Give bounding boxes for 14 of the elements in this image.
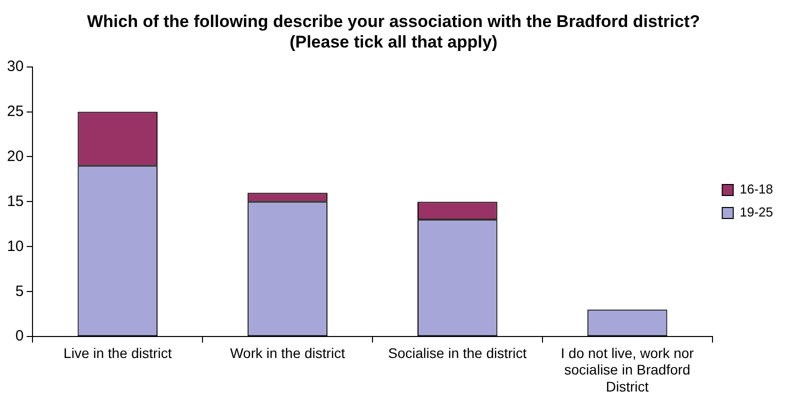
- y-tick-label: 25: [6, 102, 24, 120]
- y-tick-label: 20: [6, 148, 24, 165]
- y-tick-label: 10: [6, 238, 24, 255]
- y-tick-label: 0: [15, 328, 24, 345]
- x-tick-label: I do not live, work nor socialise in Bradford District: [560, 344, 694, 394]
- legend-label: 16-18: [740, 182, 773, 197]
- y-tick-label: 5: [15, 282, 24, 300]
- y-tick-label: 30: [6, 58, 24, 75]
- y-tick-label: 15: [6, 192, 24, 210]
- x-tick-label: Socialise in the district: [388, 344, 527, 361]
- x-tick-label: Live in the district: [64, 344, 172, 361]
- legend-label: 19-25: [740, 204, 773, 220]
- chart-title: Which of the following describe your association with the Bradford district? (Please tick all that apply): [87, 12, 700, 52]
- x-tick-label: Work in the district: [230, 344, 346, 361]
